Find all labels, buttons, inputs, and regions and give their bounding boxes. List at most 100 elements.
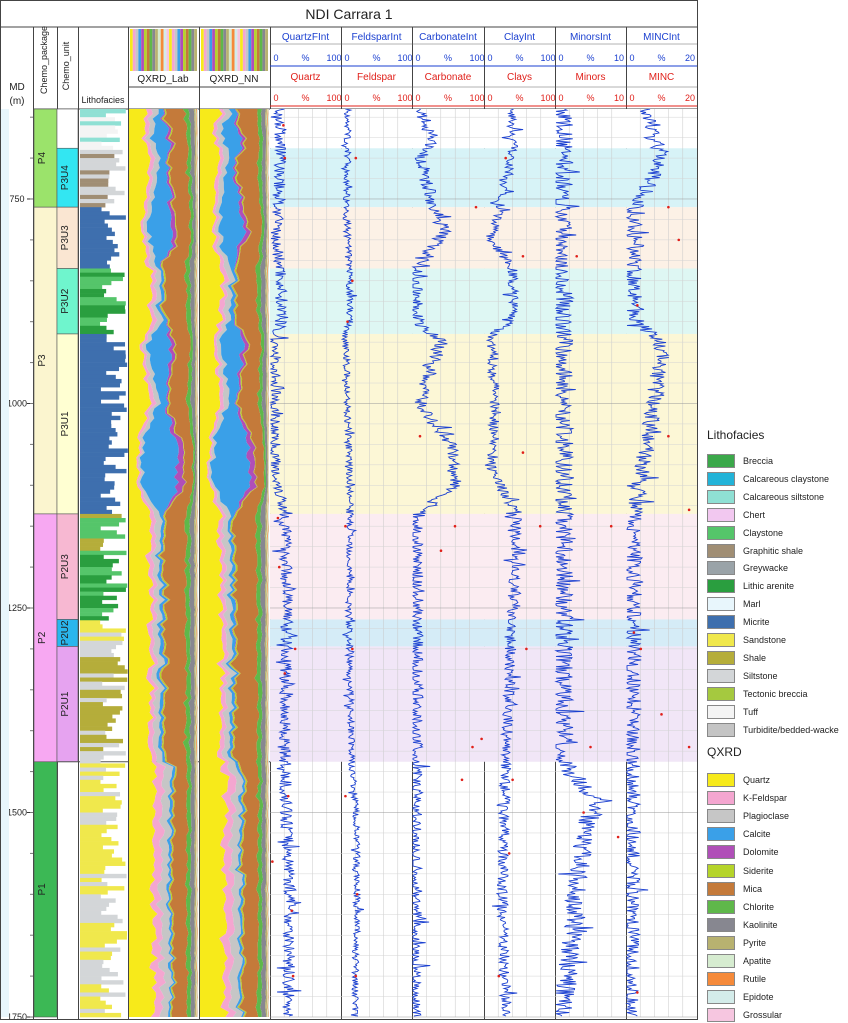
chemo-unit-label: P3U3 [60, 225, 71, 250]
legend-swatch [707, 507, 735, 522]
lithofacies-bed [80, 243, 118, 249]
lithofacies-bed [80, 313, 108, 318]
lithofacies-bed [80, 738, 124, 744]
qxrd-header-swatch [265, 29, 268, 71]
curve-QuartzFInt [269, 108, 302, 1017]
unit-band [270, 207, 697, 269]
legend-label: Apatite [743, 956, 772, 966]
legend-item: Siderite [707, 863, 774, 879]
track-scale2-min: 0 [629, 93, 634, 103]
lithofacies-bed [80, 873, 127, 879]
lithofacies-bed [80, 129, 118, 134]
lithofacies-bed [80, 297, 117, 302]
md-label: MD [9, 82, 25, 93]
curve-MinorsInt [554, 108, 613, 1017]
lithofacies-bed [80, 399, 102, 404]
lithofacies-bed [80, 248, 115, 253]
lithofacies-bed [80, 137, 120, 143]
lithofacies-bed [80, 460, 104, 466]
lithofacies-bed [80, 489, 111, 494]
chemo-package-label: P2 [37, 631, 48, 644]
legend-label: Siderite [743, 865, 774, 876]
legend-label: Pyrite [743, 937, 767, 948]
qxrd-nn-area [228, 109, 258, 1017]
lab-point [609, 524, 613, 528]
lab-point [283, 156, 287, 160]
lithofacies-bed [80, 849, 115, 854]
lithofacies-bed [80, 211, 110, 216]
lithofacies-bed [80, 468, 127, 474]
lab-point [460, 778, 464, 782]
lithofacies-bed [80, 333, 107, 339]
legend-swatch [707, 543, 735, 558]
track-scale-unit: % [515, 53, 523, 63]
chemo-unit-label: P3U4 [60, 165, 71, 190]
track-scale2-max: 20 [685, 93, 695, 103]
track-point-label: Quartz [290, 72, 320, 83]
track-scale2-min: 0 [344, 93, 349, 103]
legend-swatch [707, 722, 735, 737]
legend-item: Tectonic breccia [707, 686, 808, 702]
legend-swatch [707, 633, 735, 647]
lithofacies-bed [80, 652, 114, 658]
lithofacies-bed [80, 186, 116, 192]
lithofacies-bed [80, 837, 112, 842]
lithofacies-bed [80, 984, 102, 989]
lithofacies-bed [80, 747, 104, 752]
lab-point [538, 524, 542, 528]
lithofacies-bed [80, 734, 107, 740]
qxrd-nn-area [230, 109, 265, 1017]
legend-item: Greywacke [707, 560, 788, 576]
lab-point [667, 434, 670, 438]
lithofacies-bed [80, 448, 128, 453]
lab-point [418, 434, 422, 438]
lithofacies-bed [80, 534, 126, 539]
lithofacies-bed [80, 391, 126, 396]
qxrd-header-swatch [157, 29, 161, 71]
qxrd-header-swatch [259, 29, 263, 71]
lithofacies-bed [80, 125, 116, 130]
legend-item: Calcite [707, 826, 771, 842]
legend-item: Chlorite [707, 899, 774, 915]
track-scale-max: 20 [685, 53, 695, 63]
lithofacies-bed [80, 395, 120, 400]
lithofacies-bed [80, 710, 120, 715]
chemo-unit-label: P3U1 [60, 411, 71, 436]
qxrd-header-swatch [188, 29, 192, 71]
lab-point [344, 524, 347, 528]
qxrd-header-swatch [262, 29, 266, 71]
lithofacies-bed [80, 280, 112, 286]
lithofacies-bed [80, 166, 126, 171]
chemo-package-header: Chemo_package [39, 26, 49, 94]
curve-FeldsparInt [340, 108, 364, 1017]
lithofacies-bed [80, 616, 109, 621]
lab-point [575, 254, 578, 258]
lithofacies-bed [80, 992, 126, 997]
lithofacies-bed [80, 252, 120, 257]
lithofacies-bed [80, 951, 113, 956]
lithofacies-bed [80, 264, 110, 269]
unit-band [270, 513, 697, 620]
lithofacies-bed [80, 428, 116, 433]
depth-tick-label: 1750 [7, 1012, 27, 1021]
legend-swatch [707, 827, 735, 842]
chemo-package-label: P1 [37, 883, 48, 896]
qxrd-legend-title: QXRD [707, 745, 742, 759]
lithofacies-bed [80, 149, 123, 155]
lithofacies-legend-title: Lithofacies [707, 428, 765, 442]
legend-swatch [707, 471, 735, 486]
legend-item: Lithic arenite [707, 578, 794, 594]
lithofacies-bed [80, 918, 123, 924]
lithofacies-bed [80, 697, 107, 703]
qxrd-header-swatch [146, 29, 150, 71]
qxrd-header-swatch [212, 29, 215, 71]
track-scale2-max: 100 [326, 93, 341, 103]
qxrd-header-swatch [166, 29, 170, 71]
lithofacies-bed [80, 203, 106, 208]
track-scale2-max: 100 [469, 93, 484, 103]
qxrd-header-swatch [231, 29, 235, 71]
lithofacies-bed [80, 702, 103, 707]
qxrd-header-swatch [149, 29, 153, 71]
lithofacies-bed [80, 546, 101, 552]
unit-band [270, 619, 697, 647]
